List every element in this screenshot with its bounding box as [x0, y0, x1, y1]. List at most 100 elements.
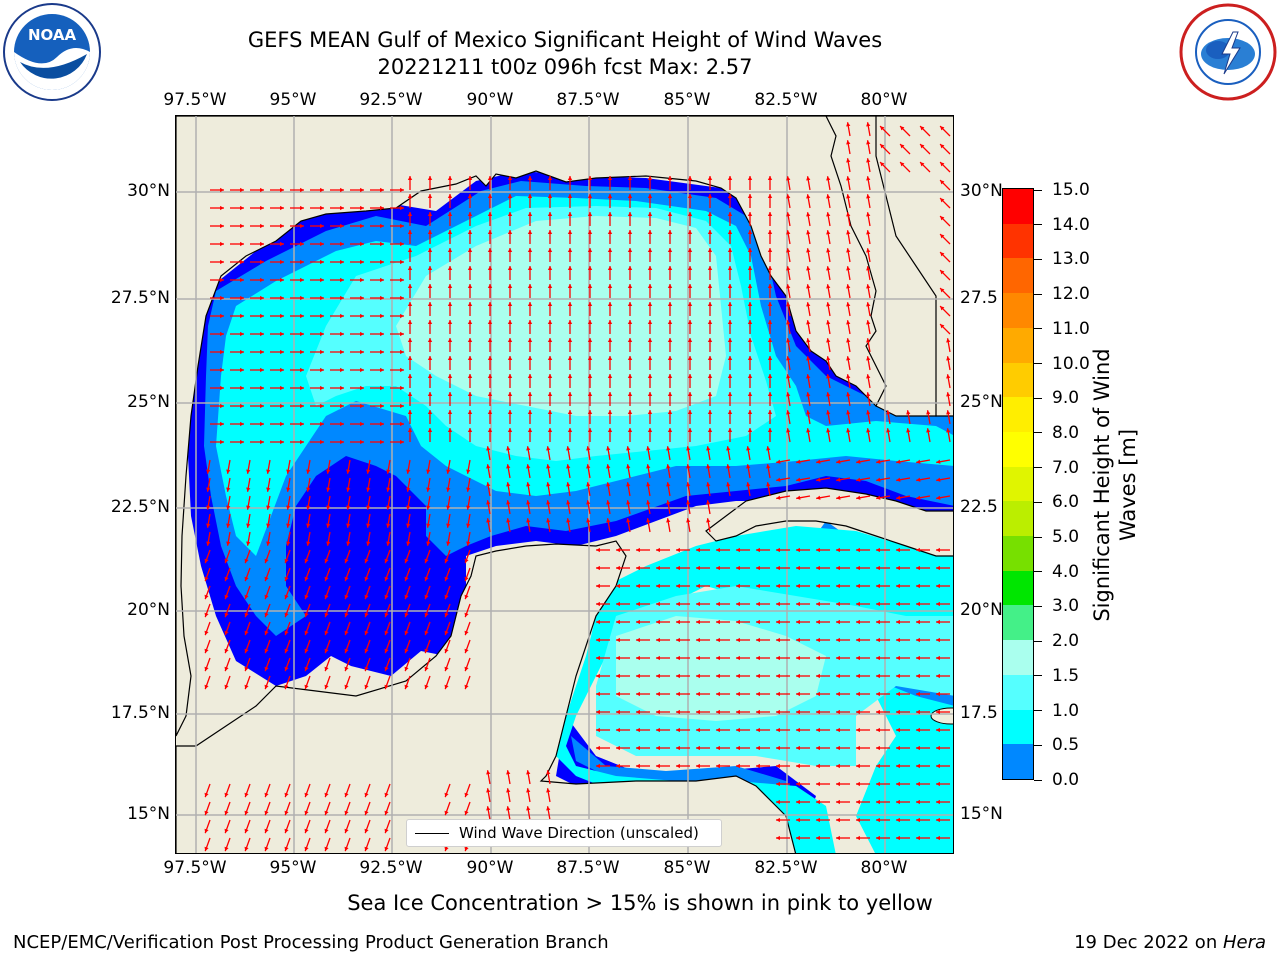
wave-direction-arrow: [607, 338, 613, 352]
wave-direction-arrow: [667, 176, 673, 190]
wave-direction-arrow: [896, 745, 910, 751]
wave-direction-arrow: [290, 331, 304, 337]
wave-direction-arrow: [676, 601, 690, 607]
wave-direction-arrow: [486, 770, 491, 785]
wave-direction-arrow: [627, 302, 633, 316]
wave-direction-arrow: [687, 428, 693, 442]
wave-direction-arrow: [876, 655, 890, 661]
wave-direction-arrow: [866, 158, 871, 173]
wave-direction-arrow: [506, 770, 511, 785]
wave-direction-arrow: [826, 176, 831, 191]
wave-direction-arrow: [767, 302, 773, 316]
wave-direction-arrow: [627, 428, 633, 442]
wave-direction-arrow: [264, 801, 271, 816]
wave-direction-arrow: [310, 295, 324, 301]
wave-direction-arrow: [264, 567, 271, 582]
wave-direction-arrow: [464, 567, 471, 582]
wave-direction-arrow: [616, 601, 630, 607]
wave-direction-arrow: [306, 459, 311, 474]
wave-direction-arrow: [587, 230, 593, 244]
wave-direction-arrow: [836, 637, 850, 643]
wave-direction-arrow: [756, 709, 770, 715]
wave-direction-arrow: [264, 621, 271, 636]
wave-direction-arrow: [286, 531, 291, 546]
wave-direction-arrow: [816, 601, 830, 607]
wave-direction-arrow: [767, 212, 773, 226]
wave-direction-arrow: [776, 637, 790, 643]
wave-direction-arrow: [866, 356, 871, 371]
wave-direction-arrow: [896, 619, 910, 625]
wave-direction-arrow: [407, 356, 413, 370]
colorbar-label-line2: Waves [m]: [1116, 428, 1140, 542]
wave-direction-arrow: [856, 691, 870, 697]
wave-direction-arrow: [370, 439, 384, 445]
wave-direction-arrow: [284, 603, 291, 618]
wave-direction-arrow: [916, 817, 930, 823]
wave-direction-arrow: [527, 356, 533, 370]
wave-direction-arrow: [290, 241, 304, 247]
wave-direction-arrow: [707, 356, 713, 370]
colorbar-segment: [1003, 189, 1033, 224]
wave-direction-arrow: [896, 637, 910, 643]
wave-direction-arrow: [447, 338, 453, 352]
wave-direction-arrow: [896, 817, 910, 823]
credit-text: NCEP/EMC/Verification Post Processing Pr…: [13, 932, 609, 953]
wave-direction-arrow: [344, 657, 351, 672]
wave-direction-arrow: [616, 547, 630, 553]
wave-direction-arrow: [447, 392, 453, 406]
wave-direction-arrow: [816, 673, 830, 679]
wave-direction-arrow: [467, 194, 473, 208]
wave-direction-arrow: [866, 212, 871, 227]
wave-direction-arrow: [647, 248, 653, 262]
wave-direction-arrow: [487, 212, 493, 226]
wave-direction-arrow: [290, 367, 304, 373]
wave-direction-arrow: [344, 639, 351, 654]
wave-direction-arrow: [616, 583, 630, 589]
wave-direction-arrow: [447, 374, 453, 388]
wave-direction-arrow: [546, 464, 551, 479]
wave-direction-arrow: [796, 477, 811, 482]
wave-direction-arrow: [250, 385, 264, 391]
wave-direction-arrow: [344, 819, 351, 834]
wave-direction-arrow: [707, 284, 713, 298]
lat-tick-left: 27.5°N: [110, 288, 170, 308]
wave-direction-arrow: [310, 349, 324, 355]
wave-direction-arrow: [366, 513, 371, 528]
wave-direction-arrow: [946, 356, 951, 371]
colorbar-tick-label: 5.0: [1052, 527, 1080, 548]
wave-direction-arrow: [767, 194, 773, 208]
wave-direction-arrow: [507, 320, 513, 334]
wave-direction-arrow: [467, 284, 473, 298]
wave-direction-arrow: [266, 477, 271, 492]
wave-direction-arrow: [926, 410, 931, 425]
colorbar-tick-label: 8.0: [1052, 422, 1080, 443]
wave-direction-arrow: [676, 709, 690, 715]
wave-direction-arrow: [846, 320, 851, 335]
wave-direction-arrow: [939, 323, 951, 335]
wave-direction-arrow: [244, 783, 251, 798]
wave-direction-arrow: [936, 763, 950, 769]
wave-direction-arrow: [776, 691, 790, 697]
wave-direction-arrow: [250, 277, 264, 283]
wave-direction-arrow: [330, 205, 344, 211]
wave-direction-arrow: [876, 477, 891, 482]
wave-direction-arrow: [676, 655, 690, 661]
wave-direction-arrow: [306, 477, 311, 492]
wave-direction-arrow: [707, 410, 713, 424]
wave-direction-arrow: [204, 621, 211, 636]
wave-direction-arrow: [776, 781, 790, 787]
wave-direction-arrow: [666, 464, 671, 479]
wave-direction-arrow: [467, 410, 473, 424]
wave-direction-arrow: [656, 745, 670, 751]
wave-direction-arrow: [226, 531, 231, 546]
colorbar-label-line1: Significant Height of Wind: [1090, 348, 1114, 622]
colorbar-segment: [1003, 327, 1033, 363]
wave-direction-arrow: [607, 410, 613, 424]
wave-direction-arrow: [626, 518, 631, 533]
land-florida: [825, 116, 937, 417]
wave-direction-arrow: [310, 277, 324, 283]
wave-direction-arrow: [250, 313, 264, 319]
wave-direction-arrow: [646, 500, 651, 515]
wave-direction-arrow: [464, 621, 471, 636]
wave-direction-arrow: [370, 187, 384, 193]
